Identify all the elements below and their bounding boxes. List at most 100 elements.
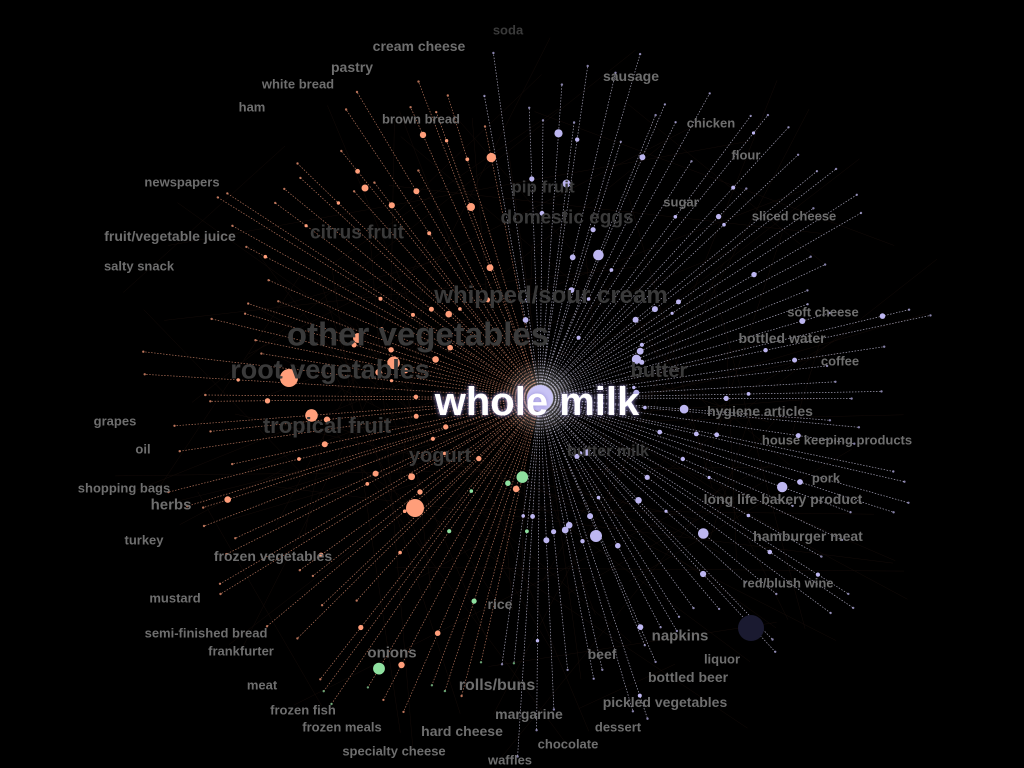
item-node [524, 298, 529, 303]
node-label-fruit-vegetable-juice[interactable]: fruit/vegetable juice [104, 228, 236, 244]
item-node [413, 188, 420, 195]
node-label-tropical-fruit[interactable]: tropical fruit [262, 413, 392, 438]
association-edge [539, 65, 589, 399]
node-label-salty-snack[interactable]: salty snack [103, 258, 175, 274]
node-label-rolls-buns[interactable]: rolls/buns [458, 677, 536, 694]
node-label-sugar[interactable]: sugar [663, 194, 699, 210]
node-label-oil[interactable]: oil [135, 441, 151, 457]
background-edge [677, 466, 896, 561]
item-node-tip [443, 689, 447, 693]
item-node-tip [815, 170, 819, 173]
association-edge [323, 397, 541, 692]
item-node [471, 598, 477, 604]
node-label-cream-cheese[interactable]: cream cheese [372, 38, 466, 54]
node-label-frankfurter[interactable]: frankfurter [208, 643, 274, 659]
item-node-tip [812, 207, 815, 210]
node-label-other-vegetables[interactable]: other vegetables [286, 315, 550, 353]
background-edge [390, 352, 840, 450]
item-node-tip [296, 162, 299, 165]
node-label-grapes[interactable]: grapes [93, 413, 137, 429]
node-label-bottled-water[interactable]: bottled water [738, 330, 826, 346]
association-edge [539, 397, 555, 710]
node-label-dessert[interactable]: dessert [594, 719, 642, 735]
association-edge [418, 170, 541, 399]
node-label-yogurt[interactable]: yogurt [408, 445, 472, 467]
background-edge [422, 307, 769, 423]
item-node [574, 453, 580, 459]
item-node [670, 311, 674, 315]
node-label-house-keeping-products[interactable]: house keeping products [761, 432, 913, 448]
node-label-citrus-fruit[interactable]: citrus fruit [310, 222, 404, 244]
node-label-butter-milk[interactable]: butter milk [567, 443, 649, 460]
association-edge [383, 397, 541, 701]
association-edge [539, 397, 793, 507]
node-label-soft-cheese[interactable]: soft cheese [787, 304, 859, 320]
node-label-root-vegetables[interactable]: root vegetables [230, 354, 430, 385]
item-node-tip [654, 660, 657, 664]
item-node [715, 213, 722, 220]
node-label-red-blush-wine[interactable]: red/blush wine [742, 575, 834, 591]
node-label-pip-fruit[interactable]: pip fruit [511, 177, 575, 197]
node-label-whipped-sour-cream[interactable]: whipped/sour cream [434, 282, 668, 309]
item-node [539, 210, 545, 216]
node-label-specialty-cheese[interactable]: specialty cheese [342, 743, 446, 759]
node-label-shopping-bags[interactable]: shopping bags [77, 480, 171, 496]
item-node-tip [828, 419, 832, 422]
radial-nodes [142, 51, 932, 758]
node-label-whole-milk[interactable]: whole milk [434, 380, 640, 424]
item-node-tip [409, 106, 412, 109]
association-edge [539, 365, 828, 399]
node-label-white-bread[interactable]: white bread [261, 76, 335, 92]
item-node-tip [231, 462, 234, 466]
node-label-meat[interactable]: meat [246, 677, 278, 693]
node-label-rice[interactable]: rice [487, 596, 513, 612]
association-edge [210, 397, 541, 432]
node-label-waffles[interactable]: waffles [487, 752, 533, 768]
association-edge [220, 397, 541, 595]
node-label-pickled-vegetables[interactable]: pickled vegetables [602, 694, 728, 710]
background-edge [420, 331, 852, 578]
node-label-frozen-vegetables[interactable]: frozen vegetables [213, 548, 333, 564]
node-label-newspapers[interactable]: newspapers [144, 174, 220, 190]
node-label-bottled-beer[interactable]: bottled beer [647, 669, 729, 685]
item-node-tip [202, 524, 206, 528]
item-node-tip [614, 71, 617, 75]
item-node-tip [352, 190, 356, 193]
node-label-chicken[interactable]: chicken [686, 115, 736, 131]
node-label-long-life-bakery-product[interactable]: long life bakery product [703, 491, 863, 507]
association-edge [299, 397, 541, 571]
node-label-semi-finished-bread[interactable]: semi-finished bread [144, 625, 268, 641]
node-label-soda[interactable]: soda [492, 22, 524, 38]
node-label-ham[interactable]: ham [238, 99, 266, 115]
node-label-flour[interactable]: flour [731, 147, 761, 163]
node-label-frozen-fish[interactable]: frozen fish [270, 702, 336, 718]
node-label-herbs[interactable]: herbs [150, 496, 192, 514]
node-label-domestic-eggs[interactable]: domestic eggs [500, 207, 634, 229]
node-label-hamburger-meat[interactable]: hamburger meat [753, 528, 863, 544]
item-node [643, 405, 647, 410]
background-edge [242, 37, 551, 649]
item-node [562, 179, 571, 188]
node-label-liquor[interactable]: liquor [703, 651, 741, 667]
node-label-brown-bread[interactable]: brown bread [381, 111, 461, 127]
node-label-frozen-meals[interactable]: frozen meals [302, 719, 382, 735]
node-label-sliced-cheese[interactable]: sliced cheese [751, 208, 837, 224]
node-label-mustard[interactable]: mustard [149, 590, 201, 606]
background-edge [302, 415, 329, 544]
background-edge [370, 479, 427, 499]
node-label-butter[interactable]: butter [630, 360, 688, 382]
association-edge [300, 177, 541, 399]
node-label-coffee[interactable]: coffee [820, 353, 860, 369]
node-label-onions[interactable]: onions [367, 644, 417, 662]
node-label-hygiene-articles[interactable]: hygiene articles [707, 403, 813, 419]
node-label-sausage[interactable]: sausage [602, 68, 660, 84]
node-label-napkins[interactable]: napkins [651, 627, 709, 645]
node-label-margarine[interactable]: margarine [495, 706, 563, 722]
item-node-tip [267, 279, 270, 282]
node-label-pastry[interactable]: pastry [330, 59, 374, 75]
node-label-turkey[interactable]: turkey [124, 532, 164, 548]
node-label-beef[interactable]: beef [587, 646, 617, 662]
node-label-pork[interactable]: pork [811, 470, 841, 486]
node-label-hard-cheese[interactable]: hard cheese [421, 723, 503, 739]
node-label-chocolate[interactable]: chocolate [537, 736, 599, 752]
